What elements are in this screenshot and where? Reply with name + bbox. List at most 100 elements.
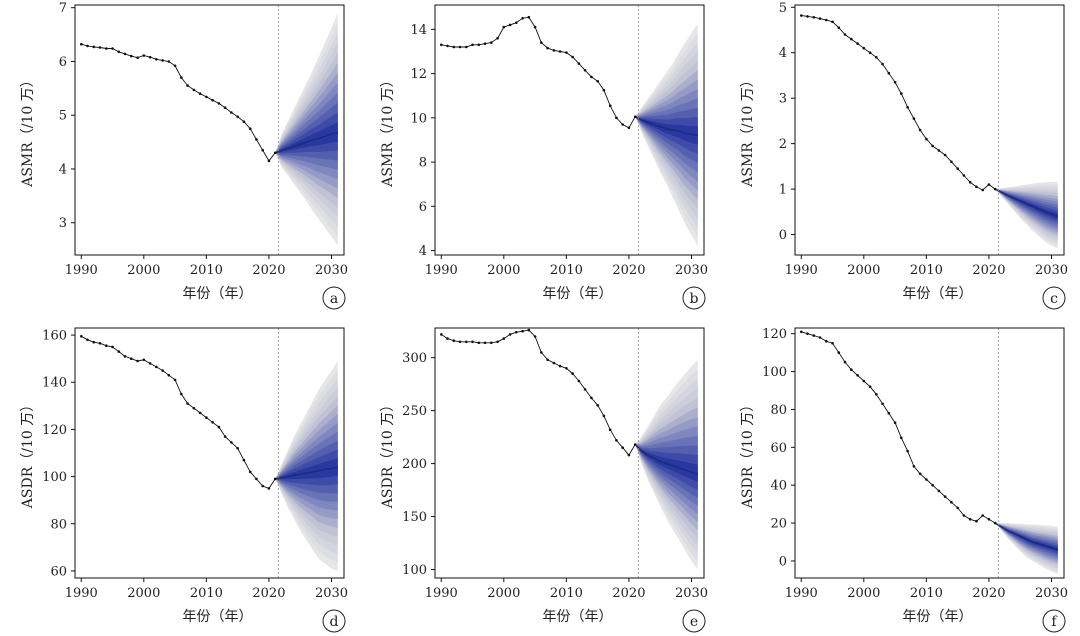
- y-tick-label: 5: [779, 1, 787, 16]
- forecast-mean-line: [634, 444, 698, 475]
- observed-point: [267, 487, 271, 490]
- observed-point: [111, 345, 114, 349]
- panel-letter: c: [1050, 291, 1058, 307]
- forecast-band-12: [275, 458, 338, 480]
- x-tick-label: 1990: [785, 586, 818, 601]
- observed-point: [962, 514, 966, 517]
- observed-point: [446, 44, 449, 48]
- observed-point: [117, 350, 121, 353]
- observed-point: [856, 42, 859, 45]
- observed-point: [173, 378, 177, 382]
- y-tick-label: 6: [419, 200, 427, 215]
- observed-point: [490, 41, 493, 44]
- x-tick-label: 2000: [127, 263, 160, 278]
- y-tick-label: 40: [770, 479, 787, 494]
- observed-point: [80, 335, 83, 338]
- observed-point: [123, 52, 127, 56]
- observed-point: [843, 33, 847, 36]
- observed-point: [192, 406, 196, 410]
- y-tick-label: 200: [402, 457, 427, 472]
- y-tick-label: 4: [419, 244, 427, 259]
- x-tick-label: 2000: [487, 263, 520, 278]
- observed-point: [123, 355, 127, 358]
- plot-frame: [74, 4, 345, 256]
- x-tick-label: 2030: [675, 263, 708, 278]
- x-tick-label: 2020: [612, 263, 645, 278]
- observed-point: [508, 333, 512, 336]
- observed-point: [261, 148, 265, 152]
- observed-point: [627, 126, 631, 130]
- x-tick-label: 2030: [675, 586, 708, 601]
- x-tick-label: 2010: [190, 586, 223, 601]
- observed-point: [242, 458, 246, 462]
- y-tick-label: 100: [762, 365, 787, 380]
- observed-point: [521, 329, 524, 333]
- observed-point: [812, 15, 816, 19]
- observed-point: [987, 518, 991, 521]
- panel-letter-circle: [1042, 609, 1066, 633]
- y-tick-label: 300: [402, 351, 427, 366]
- observed-line: [441, 16, 636, 129]
- observed-point: [117, 50, 121, 54]
- y-tick-label: 3: [779, 92, 787, 107]
- x-tick-label: 2030: [315, 586, 348, 601]
- y-tick-label: 14: [410, 23, 427, 38]
- y-tick-label: 80: [770, 403, 787, 418]
- y-tick-label: 7: [59, 1, 67, 16]
- observed-point: [546, 358, 549, 362]
- plot-frame: [794, 4, 1065, 256]
- observed-point: [458, 340, 462, 344]
- observed-point: [192, 88, 196, 92]
- observed-point: [130, 54, 133, 58]
- y-tick-label: 80: [50, 517, 67, 532]
- observed-point: [261, 484, 265, 488]
- y-axis-title: ASDR（/10 万）: [20, 398, 36, 509]
- y-tick-label: 10: [410, 111, 427, 126]
- x-tick-label: 2020: [612, 586, 645, 601]
- observed-point: [806, 15, 809, 18]
- observed-point: [540, 41, 543, 44]
- observed-line: [441, 329, 636, 456]
- observed-point: [255, 477, 258, 481]
- panel-letter: b: [690, 291, 699, 307]
- observed-point: [230, 111, 233, 114]
- y-axis-title: ASDR（/10 万）: [380, 398, 396, 509]
- observed-point: [577, 62, 581, 65]
- observed-point: [142, 358, 146, 362]
- observed-point: [248, 470, 252, 474]
- observed-point: [950, 500, 953, 504]
- plot-frame: [794, 327, 1065, 579]
- observed-point: [887, 71, 891, 75]
- x-tick-label: 2020: [972, 586, 1005, 601]
- y-tick-label: 150: [402, 510, 427, 525]
- panel-e: 1990 2000 2010 2020 2030 100 150 200 250 300 年份（年）…: [380, 327, 708, 633]
- observed-point: [217, 425, 221, 429]
- observed-point: [577, 379, 581, 383]
- x-tick-label: 1990: [65, 263, 98, 278]
- observed-point: [211, 421, 214, 424]
- observed-point: [596, 404, 599, 407]
- observed-point: [446, 337, 449, 340]
- observed-point: [558, 364, 562, 368]
- observed-point: [273, 477, 277, 481]
- observed-line: [801, 331, 996, 524]
- x-tick-label: 1990: [65, 586, 98, 601]
- observed-point: [800, 14, 803, 17]
- forecast-mean-line: [275, 466, 338, 480]
- observed-point: [80, 42, 83, 46]
- observed-point: [831, 20, 834, 24]
- y-axis-title: ASDR（/10 万）: [740, 398, 756, 509]
- observed-point: [602, 414, 606, 418]
- observed-point: [881, 62, 884, 66]
- observed-point: [633, 443, 637, 446]
- observed-point: [571, 55, 574, 59]
- observed-point: [471, 340, 474, 344]
- observed-point: [161, 369, 164, 372]
- observed-point: [590, 396, 593, 400]
- observed-point: [906, 106, 909, 109]
- observed-point: [968, 518, 972, 521]
- observed-point: [477, 341, 481, 345]
- observed-point: [86, 44, 89, 48]
- observed-point: [621, 446, 624, 450]
